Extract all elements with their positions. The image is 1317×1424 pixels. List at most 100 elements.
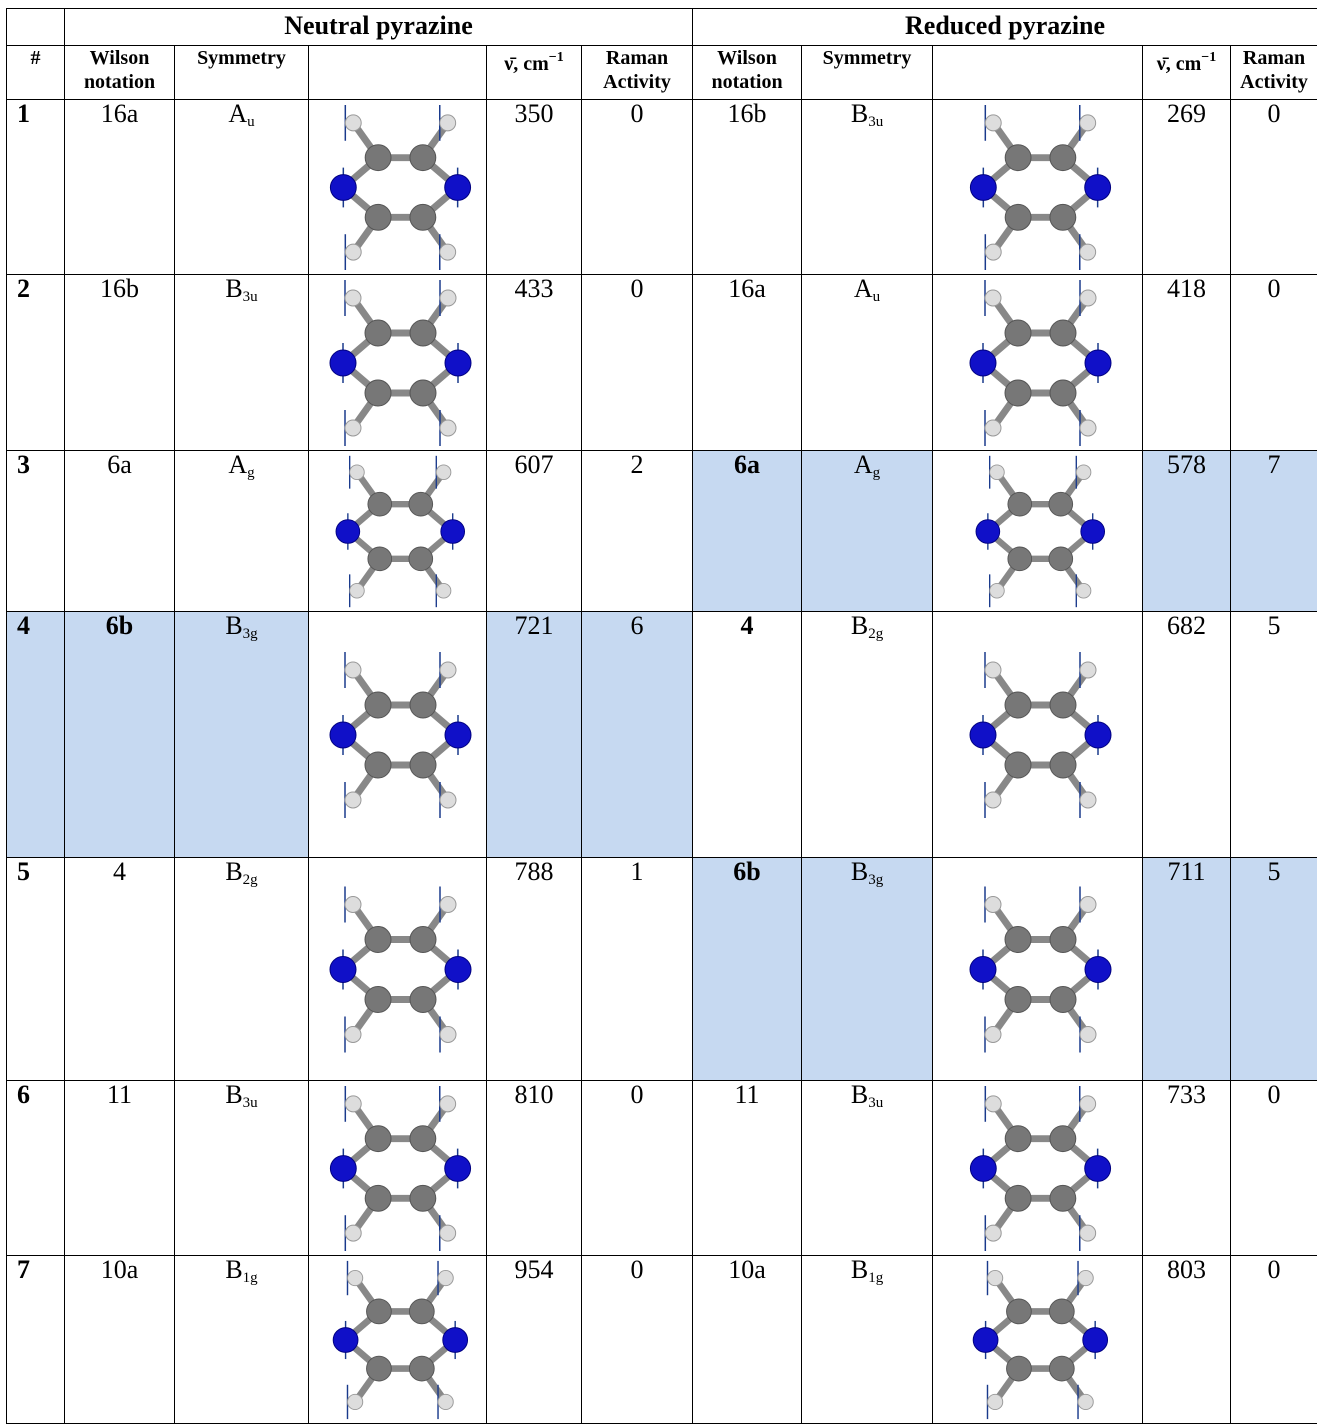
molecule-cell: [309, 451, 487, 612]
molecule-cell: [933, 100, 1143, 275]
wilson-notation: 16a: [693, 275, 802, 451]
symmetry: B3u: [175, 275, 309, 451]
header-text: ν̄, cm: [1157, 53, 1201, 75]
frequency: 810: [487, 1081, 582, 1256]
symmetry-subscript: 1g: [868, 1270, 883, 1286]
symmetry-subscript: 3u: [868, 1095, 883, 1111]
row-number: 2: [7, 275, 65, 451]
group-header: Reduced pyrazine: [693, 9, 1317, 46]
column-header: #: [7, 46, 65, 100]
frequency: 711: [1143, 858, 1231, 1081]
header-text: Wilson notation: [711, 47, 782, 93]
header-text: Wilson notation: [84, 47, 155, 93]
row-number: 1: [7, 100, 65, 275]
molecule-image: [963, 615, 1113, 855]
symmetry-subscript: 2g: [868, 626, 883, 642]
molecule-cell: [933, 451, 1143, 612]
molecule-cell: [933, 1081, 1143, 1256]
symmetry-base: B: [851, 1256, 868, 1285]
frequency: 418: [1143, 275, 1231, 451]
raman-activity: 0: [582, 1256, 693, 1424]
frequency: 954: [487, 1256, 582, 1424]
wilson-notation: 6b: [693, 858, 802, 1081]
frequency: 803: [1143, 1256, 1231, 1424]
raman-activity: 0: [1231, 1081, 1317, 1256]
symmetry: B3u: [175, 1081, 309, 1256]
raman-activity: 5: [1231, 858, 1317, 1081]
column-header: ν̄, cm−1: [1143, 46, 1231, 100]
raman-activity: 0: [582, 275, 693, 451]
symmetry: B1g: [802, 1256, 933, 1424]
symmetry: B1g: [175, 1256, 309, 1424]
wilson-notation: 6a: [693, 451, 802, 612]
wilson-notation: 6b: [65, 612, 175, 858]
raman-activity: 5: [1231, 612, 1317, 858]
header-text: Raman Activity: [1240, 47, 1308, 93]
molecule-image: [963, 454, 1113, 609]
column-header: Symmetry: [175, 46, 309, 100]
symmetry-base: B: [225, 858, 242, 887]
frequency: 733: [1143, 1081, 1231, 1256]
wilson-notation: 4: [693, 612, 802, 858]
molecule-image: [963, 1259, 1113, 1421]
header-text: Symmetry: [823, 47, 912, 69]
raman-activity: 1: [582, 858, 693, 1081]
symmetry: B3u: [802, 100, 933, 275]
symmetry: B2g: [802, 612, 933, 858]
frequency: 682: [1143, 612, 1231, 858]
symmetry-subscript: u: [873, 289, 881, 305]
symmetry-base: B: [225, 612, 242, 641]
molecule-cell: [309, 275, 487, 451]
symmetry-base: B: [851, 858, 868, 887]
symmetry-base: A: [228, 451, 247, 480]
molecule-image: [323, 1259, 473, 1421]
column-header: Symmetry: [802, 46, 933, 100]
header-text: Raman Activity: [603, 47, 671, 93]
molecule-cell: [309, 858, 487, 1081]
wilson-notation: 10a: [65, 1256, 175, 1424]
group-header-row: Neutral pyrazine Reduced pyrazine: [7, 9, 1317, 46]
vibration-table: Neutral pyrazine Reduced pyrazine # Wilso…: [6, 8, 1317, 1424]
row-number: 5: [7, 858, 65, 1081]
raman-activity: 0: [582, 1081, 693, 1256]
symmetry: Ag: [175, 451, 309, 612]
symmetry: Au: [802, 275, 933, 451]
row-number: 4: [7, 612, 65, 858]
column-header: Wilson notation: [693, 46, 802, 100]
wilson-notation: 4: [65, 858, 175, 1081]
symmetry-base: B: [851, 612, 868, 641]
symmetry-base: B: [851, 1081, 868, 1110]
column-header: Wilson notation: [65, 46, 175, 100]
header-superscript: −1: [549, 50, 564, 65]
symmetry-subscript: g: [873, 465, 881, 481]
symmetry-subscript: 2g: [243, 872, 258, 888]
symmetry-base: A: [854, 275, 873, 304]
symmetry-subscript: 3g: [243, 626, 258, 642]
column-header: [933, 46, 1143, 100]
symmetry-base: B: [225, 1256, 242, 1285]
symmetry-subscript: 3g: [868, 872, 883, 888]
frequency: 578: [1143, 451, 1231, 612]
wilson-notation: 11: [693, 1081, 802, 1256]
molecule-image: [323, 103, 473, 272]
column-header: ν̄, cm−1: [487, 46, 582, 100]
header-text: Symmetry: [197, 47, 286, 69]
row-number: 3: [7, 451, 65, 612]
symmetry-subscript: 3u: [243, 1095, 258, 1111]
raman-activity: 0: [1231, 275, 1317, 451]
symmetry: B3u: [802, 1081, 933, 1256]
row-number: 6: [7, 1081, 65, 1256]
molecule-image: [963, 278, 1113, 448]
molecule-cell: [309, 100, 487, 275]
header-cell: [7, 9, 65, 46]
molecule-image: [323, 454, 473, 609]
frequency: 433: [487, 275, 582, 451]
wilson-notation: 16b: [65, 275, 175, 451]
